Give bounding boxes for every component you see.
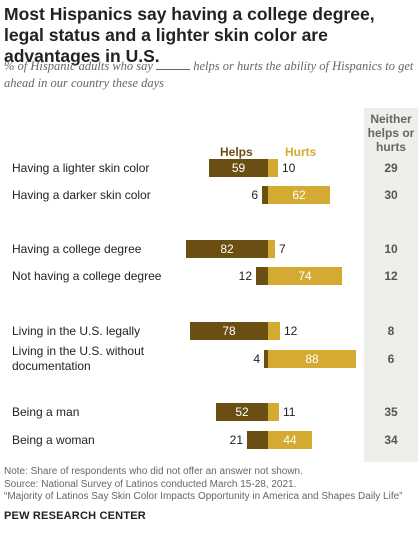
row-label-2-line-0: Having a college degree xyxy=(12,241,142,256)
hurts-bar-3 xyxy=(268,267,342,285)
helps-value-1: 6 xyxy=(251,188,258,202)
neither-value-0: 29 xyxy=(384,161,398,175)
row-label-3: Not having a college degree xyxy=(12,269,161,284)
helps-value-7: 21 xyxy=(230,433,244,447)
neither-value-2: 10 xyxy=(384,242,398,256)
row-label-5-line-1: documentation xyxy=(12,359,91,373)
helps-bar-0 xyxy=(209,159,268,177)
hurts-bar-0 xyxy=(268,159,278,177)
helps-bar-7 xyxy=(247,431,268,449)
helps-value-6: 52 xyxy=(235,405,249,419)
helps-value-0: 59 xyxy=(232,161,246,175)
neither-value-7: 34 xyxy=(384,433,398,447)
neither-value-5: 6 xyxy=(387,352,395,366)
footer: Note: Share of respondents who did not o… xyxy=(4,466,418,504)
helps-column-header: Helps xyxy=(220,145,253,159)
neither-value-6: 35 xyxy=(384,405,398,419)
row-label-6: Being a man xyxy=(12,405,79,420)
footer-report: “Majority of Latinos Say Skin Color Impa… xyxy=(4,491,403,502)
neither-column-background xyxy=(364,108,418,462)
subtitle-blank xyxy=(156,59,191,70)
hurts-value-1: 62 xyxy=(292,188,306,202)
footer-note: Note: Share of respondents who did not o… xyxy=(4,466,303,477)
neither-value-4: 8 xyxy=(387,324,395,338)
row-label-2: Having a college degree xyxy=(12,242,141,257)
helps-value-3: 12 xyxy=(239,269,253,283)
subtitle-part-2: helps or hurts the ability of Hispanics … xyxy=(4,59,414,90)
hurts-value-4: 12 xyxy=(284,324,298,338)
row-label-1: Having a darker skin color xyxy=(12,188,151,203)
brand-logo-text: PEW RESEARCH CENTER xyxy=(4,510,146,522)
row-label-0-line-0: Having a lighter skin color xyxy=(12,160,150,175)
hurts-value-2: 7 xyxy=(279,242,286,256)
row-label-5: Living in the U.S. without documentation xyxy=(12,344,144,374)
chart-subtitle: % of Hispanic adults who say helps or hu… xyxy=(4,58,414,92)
neither-header-line-1: Neither xyxy=(370,112,412,126)
chart-title: Most Hispanics say having a college degr… xyxy=(4,4,375,66)
hurts-bar-1 xyxy=(268,186,330,204)
hurts-value-6: 11 xyxy=(283,405,296,419)
row-label-7-line-0: Being a woman xyxy=(12,432,95,447)
hurts-bar-7 xyxy=(268,431,312,449)
hurts-bar-6 xyxy=(268,403,279,421)
hurts-value-5: 88 xyxy=(305,352,319,366)
footer-source: Source: National Survey of Latinos condu… xyxy=(4,478,297,490)
hurts-bar-2 xyxy=(268,240,275,258)
row-label-6-line-0: Being a man xyxy=(12,404,80,419)
subtitle-part-1: % of Hispanic adults who say xyxy=(4,59,153,73)
helps-value-2: 82 xyxy=(220,242,234,256)
row-label-4-line-0: Living in the U.S. legally xyxy=(12,323,141,338)
hurts-bar-4 xyxy=(268,322,280,340)
hurts-value-3: 74 xyxy=(298,269,312,283)
row-label-4: Living in the U.S. legally xyxy=(12,324,140,339)
hurts-column-header: Hurts xyxy=(285,145,317,159)
helps-bar-6 xyxy=(216,403,268,421)
row-label-5-line-0: Living in the U.S. without xyxy=(12,344,145,358)
neither-value-3: 12 xyxy=(384,269,398,283)
neither-header: Neither helps or hurts xyxy=(364,112,418,154)
hurts-value-0: 10 xyxy=(282,161,296,175)
hurts-value-7: 44 xyxy=(283,433,297,447)
helps-bar-4 xyxy=(190,322,268,340)
hurts-bar-5 xyxy=(268,350,356,368)
neither-header-line-2: helps or xyxy=(367,126,415,140)
neither-value-1: 30 xyxy=(384,188,398,202)
row-label-7: Being a woman xyxy=(12,433,95,448)
helps-value-4: 78 xyxy=(222,324,236,338)
helps-bar-1 xyxy=(262,186,268,204)
helps-bar-2 xyxy=(186,240,268,258)
helps-bar-3 xyxy=(256,267,268,285)
helps-bar-5 xyxy=(264,350,268,368)
neither-header-line-3: hurts xyxy=(376,140,406,154)
row-label-0: Having a lighter skin color xyxy=(12,161,149,176)
row-label-3-line-0: Not having a college degree xyxy=(12,268,162,283)
row-label-1-line-0: Having a darker skin color xyxy=(12,187,151,202)
helps-value-5: 4 xyxy=(253,352,260,366)
